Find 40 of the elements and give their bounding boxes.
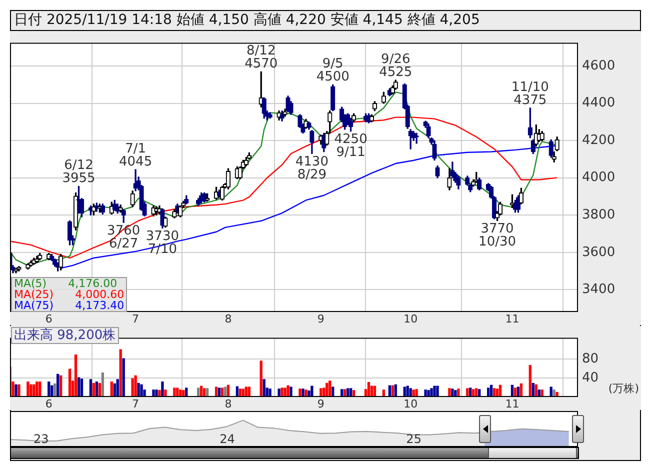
x-tick-label: 24 xyxy=(220,432,235,446)
annotation: 6/12 3955 xyxy=(62,158,96,186)
x-tick-label: 9 xyxy=(317,312,324,326)
x-tick-label: 25 xyxy=(406,432,422,446)
annotation: 8/12 4570 xyxy=(244,44,278,72)
x-tick-label: 10 xyxy=(404,397,418,410)
annotation: 4250 9/11 xyxy=(334,132,368,160)
x-tick-label: 6 xyxy=(45,397,52,410)
text: MA(25) 4,000.60 xyxy=(14,288,124,301)
annotation: 9/5 4500 xyxy=(316,56,350,85)
x-tick-label: 7 xyxy=(132,397,140,410)
x-tick-label: 7 xyxy=(132,312,140,326)
x-tick-label: 9 xyxy=(317,397,324,410)
annotation: 3770 10/30 xyxy=(478,222,516,250)
x-tick-label: 11 xyxy=(505,397,520,410)
annotation: 4130 8/29 xyxy=(295,154,328,183)
y-tick-label: 3800 xyxy=(582,208,616,222)
chart-title: 日付 2025/11/19 14:18 始値 4,150 高値 4,220 安値 4,145 終値 4,205 xyxy=(10,10,641,31)
x-tick-label: 10 xyxy=(404,312,418,326)
annotation: 7/1 4045 xyxy=(119,141,152,170)
x-tick-label: 23 xyxy=(33,432,49,446)
x-tick-label: 8 xyxy=(224,312,232,326)
y-tick-label: 40 xyxy=(582,370,599,386)
text: MA(75) 4,173.40 xyxy=(14,299,124,312)
x-tick-label: 8 xyxy=(224,397,232,410)
y-axis-title: (万株) xyxy=(608,381,639,396)
series-label: MA(5) 4,176.00 xyxy=(14,277,118,290)
annotation: 出来高 98,200株 xyxy=(11,327,119,344)
y-tick-label: 4400 xyxy=(582,96,616,111)
y-tick-label: 4000 xyxy=(582,170,616,186)
annotation: 9/26 4525 xyxy=(379,52,412,80)
y-tick-label: 4600 xyxy=(582,58,616,74)
y-tick-label: 80 xyxy=(582,351,599,366)
annotation: 3730 7/10 xyxy=(146,229,180,258)
annotation: 11/10 4375 xyxy=(511,80,549,108)
y-tick-label: 4200 xyxy=(582,132,616,148)
y-tick-label: 3600 xyxy=(582,244,616,260)
x-tick-label: 11 xyxy=(505,312,520,326)
y-tick-label: 3400 xyxy=(582,282,616,298)
x-tick-label: 6 xyxy=(45,312,52,326)
